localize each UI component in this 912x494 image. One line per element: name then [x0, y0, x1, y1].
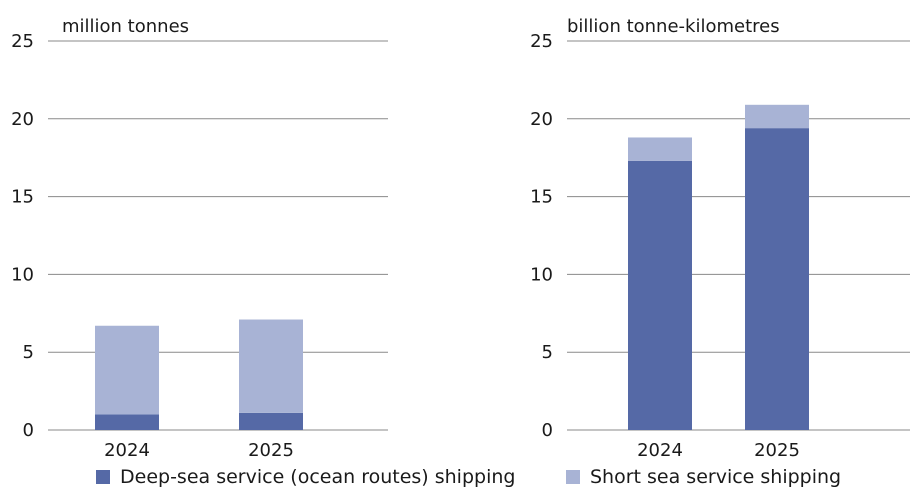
y-tick-label: 15: [530, 187, 553, 208]
y-tick-label: 20: [530, 109, 553, 130]
bar-short-sea: [628, 137, 692, 161]
y-tick-label: 5: [23, 342, 34, 363]
bar-deep-sea: [628, 160, 692, 430]
x-tick-label: 2025: [248, 440, 294, 461]
bar-short-sea: [239, 319, 303, 413]
y-tick-label: 0: [542, 420, 553, 441]
x-tick-label: 2024: [104, 440, 150, 461]
y-tick-label: 5: [542, 342, 553, 363]
bar-deep-sea: [745, 128, 809, 431]
legend-swatch-deep-sea: [96, 470, 110, 484]
y-tick-label: 25: [530, 31, 553, 52]
y-tick-label: 10: [11, 264, 34, 285]
y-tick-label: 25: [11, 31, 34, 52]
y-tick-label: 20: [11, 109, 34, 130]
legend-label-short-sea: Short sea service shipping: [590, 466, 842, 488]
x-tick-label: 2024: [637, 440, 683, 461]
legend-item-short-sea: Short sea service shipping: [566, 466, 841, 488]
legend-swatch-short-sea: [566, 470, 580, 484]
unit-label: million tonnes: [62, 16, 189, 37]
bar-short-sea: [745, 104, 809, 129]
legend: Deep-sea service (ocean routes) shipping…: [0, 466, 912, 494]
y-tick-label: 10: [530, 264, 553, 285]
bar-deep-sea: [95, 414, 159, 430]
unit-label: billion tonne-kilometres: [567, 16, 780, 37]
y-tick-label: 0: [23, 420, 34, 441]
y-tick-label: 15: [11, 187, 34, 208]
x-tick-label: 2025: [754, 440, 800, 461]
legend-label-deep-sea: Deep-sea service (ocean routes) shipping: [120, 466, 516, 488]
legend-item-deep-sea: Deep-sea service (ocean routes) shipping: [96, 466, 515, 488]
bar-deep-sea: [239, 412, 303, 430]
bar-short-sea: [95, 325, 159, 415]
